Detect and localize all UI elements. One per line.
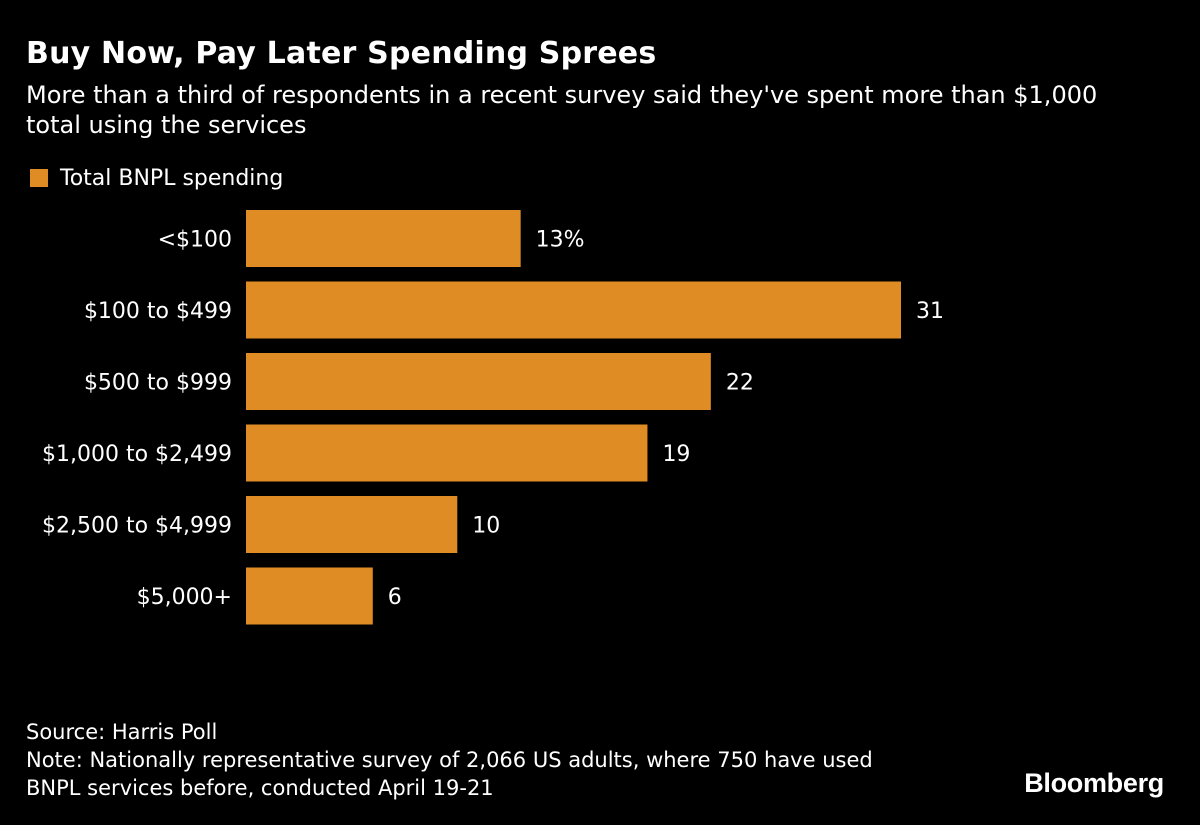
- category-label: $500 to $999: [84, 371, 232, 396]
- legend: Total BNPL spending: [30, 164, 283, 192]
- value-label: 22: [726, 371, 754, 396]
- bar: [246, 281, 901, 339]
- legend-swatch: [30, 169, 48, 187]
- chart-subtitle: More than a third of respondents in a re…: [26, 81, 1098, 139]
- bar: [246, 210, 521, 267]
- value-label: 13%: [536, 228, 585, 253]
- legend-label: Total BNPL spending: [60, 165, 284, 191]
- footer: Source: Harris Poll Note: Nationally rep…: [26, 718, 873, 802]
- bar: [246, 424, 648, 482]
- value-label: 31: [916, 299, 944, 324]
- category-label: $100 to $499: [84, 299, 232, 324]
- source-note: Source: Harris Poll: [26, 720, 218, 744]
- category-label: $1,000 to $2,499: [42, 442, 232, 467]
- value-label: 10: [472, 514, 500, 539]
- note-line-1: Note: Nationally representative survey o…: [26, 748, 873, 772]
- value-label: 6: [388, 585, 402, 610]
- category-label: $2,500 to $4,999: [42, 514, 232, 539]
- bar: [246, 567, 373, 625]
- value-label: 19: [662, 442, 690, 467]
- bar: [246, 496, 458, 553]
- bloomberg-logo: Bloomberg: [1024, 768, 1164, 798]
- category-label: <$100: [158, 228, 232, 253]
- chart-title: Buy Now, Pay Later Spending Sprees: [26, 36, 657, 71]
- bar-chart: <$100 13% $100 to $499 31 $500 to $999 22 $1,0…: [42, 210, 944, 625]
- bar: [246, 353, 711, 410]
- category-label: $5,000+: [137, 585, 232, 610]
- note-line-2: BNPL services before, conducted April 19…: [26, 776, 494, 800]
